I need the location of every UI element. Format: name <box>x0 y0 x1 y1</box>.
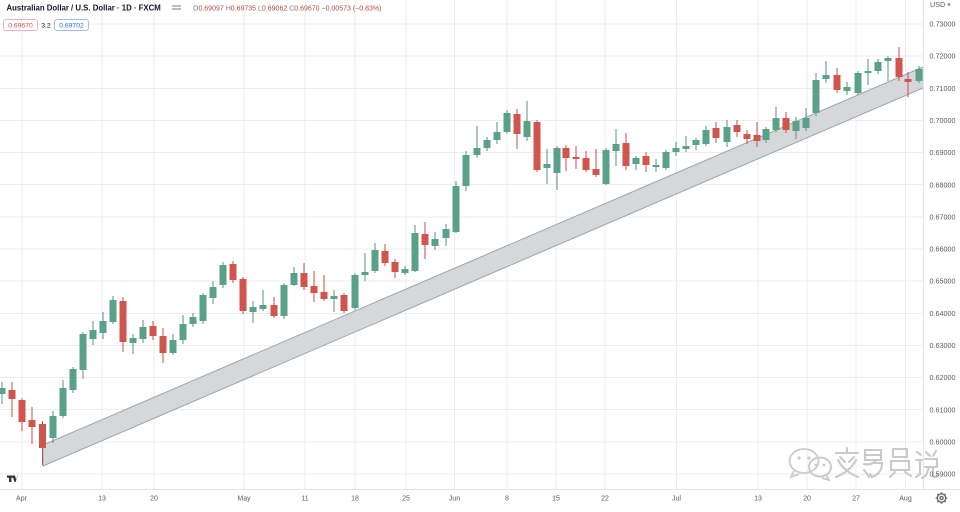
svg-text:0.61000: 0.61000 <box>930 405 956 414</box>
svg-text:0.73000: 0.73000 <box>930 20 956 29</box>
svg-text:0.59000: 0.59000 <box>930 470 956 479</box>
svg-text:8: 8 <box>505 496 509 503</box>
svg-text:0.65000: 0.65000 <box>930 277 956 286</box>
svg-text:0.62000: 0.62000 <box>930 373 956 382</box>
svg-text:13: 13 <box>754 496 762 503</box>
svg-text:Jul: Jul <box>672 496 681 503</box>
svg-text:13: 13 <box>98 496 106 503</box>
svg-text:15: 15 <box>552 496 560 503</box>
svg-text:USD: USD <box>930 0 945 9</box>
svg-text:May: May <box>237 496 251 503</box>
svg-text:0.69702: 0.69702 <box>59 23 84 30</box>
svg-text:27: 27 <box>852 496 860 503</box>
svg-text:O0.69097 H0.69735 L0.69062 C0.: O0.69097 H0.69735 L0.69062 C0.69670 −0.0… <box>193 6 381 13</box>
svg-text:0.60000: 0.60000 <box>930 438 956 447</box>
svg-text:0.69000: 0.69000 <box>930 148 956 157</box>
svg-text:22: 22 <box>601 496 609 503</box>
svg-text:3.2: 3.2 <box>41 23 51 30</box>
svg-text:0.66000: 0.66000 <box>930 245 956 254</box>
svg-text:0.69670: 0.69670 <box>8 23 33 30</box>
svg-text:25: 25 <box>402 496 410 503</box>
svg-text:0.72000: 0.72000 <box>930 52 956 61</box>
svg-text:Jun: Jun <box>449 496 460 503</box>
svg-text:11: 11 <box>301 496 308 503</box>
svg-text:20: 20 <box>803 496 811 503</box>
svg-text:18: 18 <box>351 496 359 503</box>
svg-text:Aug: Aug <box>899 496 912 503</box>
svg-text:Apr: Apr <box>16 496 28 503</box>
svg-text:0.63000: 0.63000 <box>930 341 956 350</box>
svg-text:0.71000: 0.71000 <box>930 84 956 93</box>
svg-text:Australian Dollar / U.S. Dolla: Australian Dollar / U.S. Dollar · 1D · F… <box>7 4 161 13</box>
svg-text:0.64000: 0.64000 <box>930 309 956 318</box>
svg-text:20: 20 <box>150 496 158 503</box>
svg-text:0.68000: 0.68000 <box>930 180 956 189</box>
svg-text:0.70000: 0.70000 <box>930 116 956 125</box>
svg-text:0.67000: 0.67000 <box>930 213 956 222</box>
